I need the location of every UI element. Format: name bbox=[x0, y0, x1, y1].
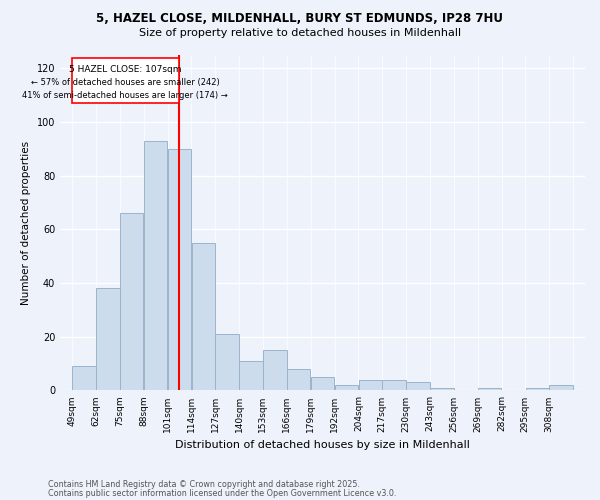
Bar bbox=[144, 141, 167, 390]
Text: ← 57% of detached houses are smaller (242): ← 57% of detached houses are smaller (24… bbox=[31, 78, 220, 88]
Bar bbox=[406, 382, 430, 390]
Text: 41% of semi-detached houses are larger (174) →: 41% of semi-detached houses are larger (… bbox=[22, 90, 228, 100]
Bar bbox=[263, 350, 287, 391]
Text: 5 HAZEL CLOSE: 107sqm: 5 HAZEL CLOSE: 107sqm bbox=[69, 64, 182, 74]
Bar bbox=[430, 388, 454, 390]
Bar bbox=[72, 58, 179, 104]
Bar bbox=[550, 385, 573, 390]
Text: Size of property relative to detached houses in Mildenhall: Size of property relative to detached ho… bbox=[139, 28, 461, 38]
Bar bbox=[478, 388, 501, 390]
Bar bbox=[215, 334, 239, 390]
Text: Contains public sector information licensed under the Open Government Licence v3: Contains public sector information licen… bbox=[48, 488, 397, 498]
Bar bbox=[311, 377, 334, 390]
Bar bbox=[73, 366, 96, 390]
Bar bbox=[191, 243, 215, 390]
Bar bbox=[335, 385, 358, 390]
Text: Contains HM Land Registry data © Crown copyright and database right 2025.: Contains HM Land Registry data © Crown c… bbox=[48, 480, 360, 489]
Bar bbox=[526, 388, 549, 390]
Bar bbox=[120, 214, 143, 390]
Bar bbox=[96, 288, 119, 390]
Y-axis label: Number of detached properties: Number of detached properties bbox=[21, 140, 31, 305]
Bar bbox=[168, 149, 191, 390]
Bar bbox=[239, 361, 263, 390]
Text: 5, HAZEL CLOSE, MILDENHALL, BURY ST EDMUNDS, IP28 7HU: 5, HAZEL CLOSE, MILDENHALL, BURY ST EDMU… bbox=[97, 12, 503, 26]
X-axis label: Distribution of detached houses by size in Mildenhall: Distribution of detached houses by size … bbox=[175, 440, 470, 450]
Bar bbox=[287, 369, 310, 390]
Bar bbox=[359, 380, 382, 390]
Bar bbox=[382, 380, 406, 390]
